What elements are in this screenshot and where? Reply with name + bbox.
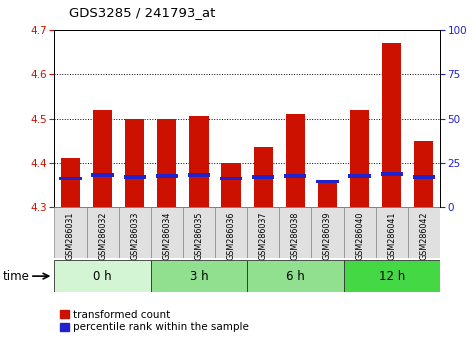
FancyBboxPatch shape bbox=[151, 260, 247, 292]
Bar bbox=[156, 174, 178, 178]
FancyBboxPatch shape bbox=[279, 207, 311, 258]
Bar bbox=[91, 173, 114, 177]
Text: GSM286038: GSM286038 bbox=[291, 211, 300, 259]
Text: GSM286035: GSM286035 bbox=[194, 211, 203, 260]
Bar bbox=[382, 44, 401, 207]
FancyBboxPatch shape bbox=[247, 207, 279, 258]
Text: GSM286033: GSM286033 bbox=[130, 211, 139, 259]
FancyBboxPatch shape bbox=[87, 207, 119, 258]
FancyBboxPatch shape bbox=[54, 260, 151, 292]
Bar bbox=[284, 174, 307, 178]
Bar bbox=[254, 147, 273, 207]
Bar bbox=[60, 177, 81, 180]
FancyBboxPatch shape bbox=[215, 207, 247, 258]
Bar bbox=[93, 110, 112, 207]
Text: GSM286040: GSM286040 bbox=[355, 211, 364, 259]
FancyBboxPatch shape bbox=[311, 207, 343, 258]
Bar bbox=[157, 119, 176, 207]
Text: 12 h: 12 h bbox=[378, 270, 405, 282]
FancyBboxPatch shape bbox=[247, 260, 343, 292]
Bar bbox=[413, 175, 435, 179]
Text: GSM286031: GSM286031 bbox=[66, 211, 75, 259]
Bar bbox=[125, 119, 144, 207]
Text: GSM286042: GSM286042 bbox=[420, 211, 429, 260]
FancyBboxPatch shape bbox=[343, 207, 376, 258]
Text: 3 h: 3 h bbox=[190, 270, 208, 282]
Text: GSM286034: GSM286034 bbox=[162, 211, 171, 259]
Text: GSM286032: GSM286032 bbox=[98, 211, 107, 260]
Bar bbox=[220, 177, 242, 180]
Text: 6 h: 6 h bbox=[286, 270, 305, 282]
FancyBboxPatch shape bbox=[151, 207, 183, 258]
Text: 0 h: 0 h bbox=[93, 270, 112, 282]
Bar bbox=[188, 173, 210, 177]
Text: GDS3285 / 241793_at: GDS3285 / 241793_at bbox=[69, 6, 215, 19]
FancyBboxPatch shape bbox=[376, 207, 408, 258]
Text: GSM286037: GSM286037 bbox=[259, 211, 268, 260]
Text: time: time bbox=[2, 270, 29, 282]
Bar bbox=[350, 110, 369, 207]
FancyBboxPatch shape bbox=[408, 207, 440, 258]
Text: GSM286041: GSM286041 bbox=[387, 211, 396, 259]
FancyBboxPatch shape bbox=[343, 260, 440, 292]
FancyBboxPatch shape bbox=[183, 207, 215, 258]
Bar bbox=[318, 183, 337, 207]
Bar bbox=[61, 158, 80, 207]
Bar bbox=[414, 141, 433, 207]
Bar bbox=[252, 175, 274, 179]
FancyBboxPatch shape bbox=[54, 207, 87, 258]
Text: GSM286036: GSM286036 bbox=[227, 211, 236, 259]
Bar bbox=[381, 172, 403, 176]
FancyBboxPatch shape bbox=[119, 207, 151, 258]
Text: GSM286039: GSM286039 bbox=[323, 211, 332, 260]
Bar bbox=[123, 175, 146, 179]
Bar bbox=[286, 114, 305, 207]
Bar bbox=[316, 179, 339, 183]
Bar bbox=[189, 116, 209, 207]
Bar bbox=[349, 174, 371, 178]
Bar bbox=[221, 163, 241, 207]
Legend: transformed count, percentile rank within the sample: transformed count, percentile rank withi… bbox=[60, 310, 249, 332]
